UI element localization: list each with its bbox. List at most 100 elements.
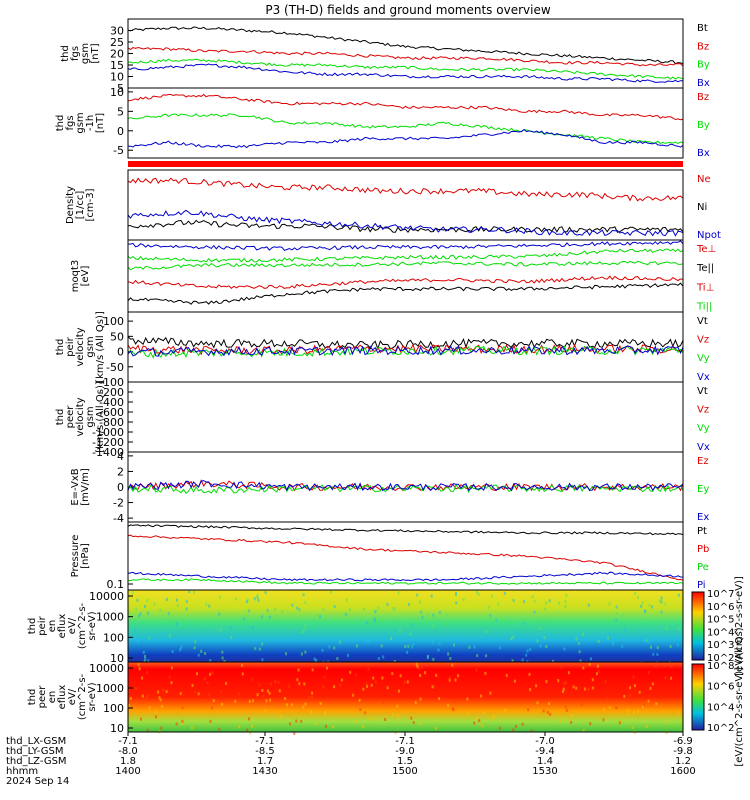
legend-p4: Te⊥ [696,244,716,255]
heatmap-cell [210,706,213,710]
heatmap-cell [261,658,264,662]
series-Bt [127,26,684,65]
heatmap-cell [344,612,347,616]
heatmap-cell [185,607,188,611]
ylabel-line: [km/s (All Qs)] [95,311,106,383]
heatmap-cell [374,610,376,614]
heatmap-cell [658,599,661,603]
legend-p7: Ex [697,512,709,523]
heatmap-cell [181,706,184,710]
heatmap-cell [676,643,679,647]
heatmap-cell [536,701,539,705]
heatmap-cell [412,721,415,724]
heatmap-cell [466,712,469,715]
heatmap-cell [409,632,412,636]
heatmap-cell [492,716,495,719]
heatmap-cell [656,646,659,650]
heatmap-cell [647,671,650,675]
heatmap-cell [453,643,455,647]
heatmap-cell [515,724,518,728]
ylabel-line: eV/ [67,617,78,634]
heatmap-cell [208,604,211,608]
heatmap-cell [521,722,524,726]
xaxis-value: -7.1 [255,736,275,747]
heatmap-cell [415,662,418,666]
trace-p7 [127,483,684,494]
heatmap-cell [330,590,333,594]
heatmap-cell [495,619,498,623]
heatmap-cell [559,719,562,723]
heatmap-cell [148,706,151,710]
heatmap-cell [515,630,518,634]
heatmap-cell [314,614,317,618]
heatmap-cell [392,607,395,611]
heatmap-cell [637,595,640,599]
trace-p4 [127,248,684,263]
heatmap-cell [431,685,434,689]
heatmap-cell [498,646,501,650]
heatmap-cell [510,637,513,641]
heatmap-cell [632,675,635,679]
colorbar-label-wrap: [eV/(cm^2-s-sr-eV)] (All Qs) [734,627,745,766]
heatmap-cell [171,650,174,653]
heatmap-cell [218,612,221,616]
trace-p3 [127,209,684,237]
legend-p8: Pb [697,544,709,555]
ylabel-line: eflux [57,685,68,710]
ylabel-line: thd [55,409,66,426]
ylabel-line: E=-VxB [70,468,81,505]
heatmap-cell [597,670,600,673]
heatmap-cell [365,682,368,686]
heatmap-cell [562,690,564,694]
heatmap-cell [351,637,354,640]
heatmap-cell [549,713,552,716]
ytick-p2: 5 [117,105,124,118]
heatmap-cell [525,653,528,657]
heatmap-cell [323,675,326,679]
colorbar-label: [eV/(cm^2-s-sr-eV)] (All Qs) [734,627,745,766]
heatmap-cell [599,632,602,636]
heatmap-cell [485,654,488,658]
heatmap-cell [256,596,259,599]
xaxis-value: -7.1 [118,736,138,747]
heatmap-cell [386,603,389,606]
heatmap-cell [677,627,680,631]
ylabel-line: velocity [75,397,86,436]
heatmap-cell [362,725,365,729]
colorbar-p9 [692,592,704,660]
trace-p4 [127,240,684,251]
ylabel-line: thd [55,115,66,132]
heatmap-cell [543,607,546,611]
colorbar-tick: 10^5 [707,615,734,626]
heatmap-cell [386,686,389,690]
heatmap-cell [382,655,385,659]
heatmap-cell [421,665,424,669]
heatmap-cell [403,680,406,684]
heatmap-cell [629,700,632,704]
heatmap-cell [626,712,629,716]
heatmap-cell [213,701,216,705]
heatmap-cell [391,672,394,676]
series-Bz [128,93,684,121]
colorbar-tick: 10^2 [707,653,734,664]
heatmap-cell [670,665,673,669]
heatmap-cell [377,606,380,609]
heatmap-cell [638,690,641,694]
ytick-p2: -5 [113,144,124,157]
legend-p6: Vx [697,442,710,453]
heatmap-cell [438,642,441,646]
heatmap-cell [410,716,413,720]
heatmap-cell [298,608,301,612]
heatmap-cell [468,645,471,649]
trace-p5 [127,343,684,356]
heatmap-cell [552,659,554,663]
ylabel-line: [nPa] [80,543,91,569]
heatmap-cell [221,702,224,706]
heatmap-cell [447,703,449,707]
heatmap-cell [421,615,424,619]
heatmap-cell [251,677,254,681]
heatmap-cell [557,679,560,683]
heatmap-cell [568,718,571,722]
heatmap-cell [430,594,433,598]
heatmap-cell [241,663,244,667]
